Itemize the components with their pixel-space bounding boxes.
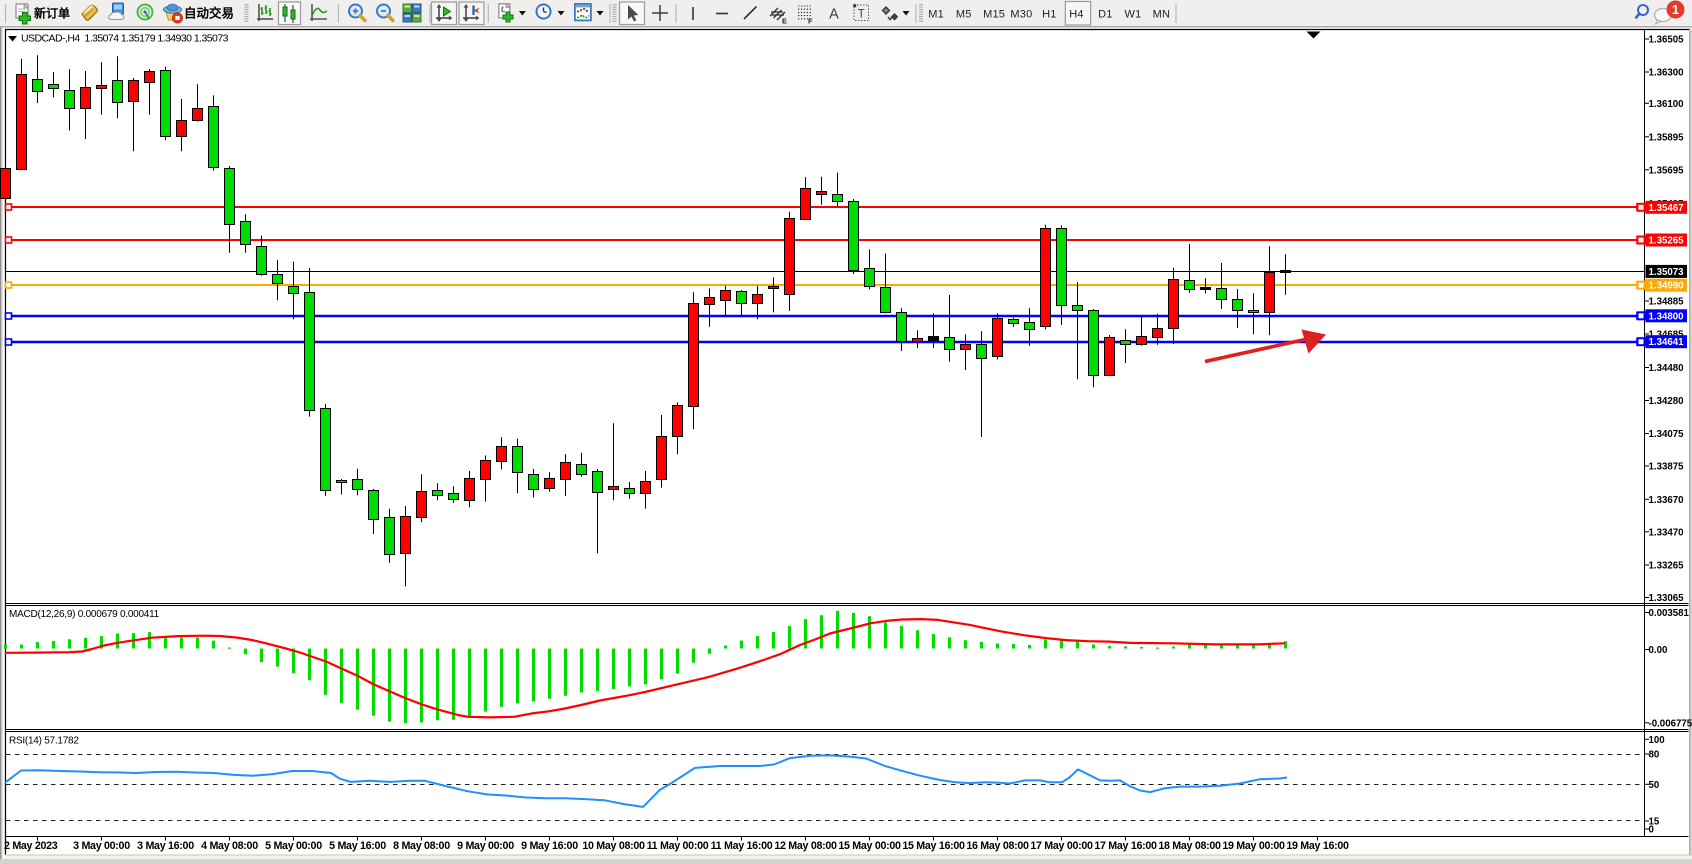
svg-text:2 May 2023: 2 May 2023 — [4, 840, 58, 852]
svg-text:-0.006775: -0.006775 — [1649, 718, 1692, 729]
svg-text:19 May 00:00: 19 May 00:00 — [1222, 840, 1285, 852]
svg-text:1.34641: 1.34641 — [1649, 337, 1685, 348]
svg-text:100: 100 — [1649, 735, 1665, 746]
svg-text:1.36100: 1.36100 — [1649, 99, 1684, 110]
svg-text:M5: M5 — [956, 9, 972, 21]
svg-text:1.33470: 1.33470 — [1649, 527, 1684, 538]
svg-text:1.35265: 1.35265 — [1649, 236, 1685, 247]
svg-text:1.33670: 1.33670 — [1649, 495, 1684, 506]
svg-text:RSI(14) 57.1782: RSI(14) 57.1782 — [9, 736, 79, 747]
svg-text:T: T — [858, 9, 865, 21]
svg-text:1.34990: 1.34990 — [1649, 281, 1684, 292]
svg-text:3 May 00:00: 3 May 00:00 — [73, 840, 130, 852]
svg-text:1.35695: 1.35695 — [1649, 165, 1685, 176]
svg-text:50: 50 — [1649, 780, 1660, 791]
svg-text:10 May 08:00: 10 May 08:00 — [582, 840, 645, 852]
svg-text:M1: M1 — [928, 9, 944, 21]
svg-text:1.35895: 1.35895 — [1649, 132, 1685, 143]
svg-text:1.36300: 1.36300 — [1649, 68, 1684, 79]
svg-text:9 May 00:00: 9 May 00:00 — [457, 840, 514, 852]
svg-text:3 May 16:00: 3 May 16:00 — [137, 840, 194, 852]
svg-text:M15: M15 — [983, 9, 1005, 21]
svg-text:F: F — [808, 17, 813, 26]
svg-text:0: 0 — [1649, 825, 1654, 836]
svg-text:D1: D1 — [1098, 9, 1112, 21]
svg-text:MN: MN — [1153, 9, 1171, 21]
svg-text:1.34480: 1.34480 — [1649, 363, 1684, 374]
svg-text:1.34800: 1.34800 — [1649, 311, 1684, 322]
svg-text:1.33265: 1.33265 — [1649, 561, 1685, 572]
svg-text:1.36505: 1.36505 — [1649, 35, 1685, 46]
svg-text:9 May 16:00: 9 May 16:00 — [521, 840, 578, 852]
svg-text:19 May 16:00: 19 May 16:00 — [1286, 840, 1349, 852]
svg-text:USDCAD-,H4 1.35074 1.35179 1.: USDCAD-,H4 1.35074 1.35179 1.34930 1.350… — [21, 33, 229, 45]
svg-text:1.35073: 1.35073 — [1649, 267, 1685, 278]
svg-text:15 May 16:00: 15 May 16:00 — [902, 840, 965, 852]
svg-text:1.35467: 1.35467 — [1649, 203, 1684, 214]
svg-text:11 May 00:00: 11 May 00:00 — [647, 840, 709, 852]
svg-text:W1: W1 — [1125, 9, 1142, 21]
svg-text:1.33065: 1.33065 — [1649, 593, 1685, 604]
svg-text:12 May 08:00: 12 May 08:00 — [774, 840, 837, 852]
svg-text:5 May 16:00: 5 May 16:00 — [329, 840, 386, 852]
svg-text:18 May 08:00: 18 May 08:00 — [1158, 840, 1221, 852]
svg-text:1.34075: 1.34075 — [1649, 429, 1685, 440]
svg-text:M30: M30 — [1010, 9, 1032, 21]
svg-text:1.34280: 1.34280 — [1649, 396, 1684, 407]
svg-text:5 May 00:00: 5 May 00:00 — [265, 840, 322, 852]
svg-text:H4: H4 — [1069, 9, 1083, 21]
svg-text:4 May 08:00: 4 May 08:00 — [201, 840, 258, 852]
svg-text:16 May 08:00: 16 May 08:00 — [966, 840, 1029, 852]
svg-text:1: 1 — [1672, 2, 1679, 17]
svg-text:15 May 00:00: 15 May 00:00 — [838, 840, 901, 852]
svg-text:自动交易: 自动交易 — [184, 6, 234, 21]
svg-text:H1: H1 — [1042, 9, 1056, 21]
svg-text:17 May 00:00: 17 May 00:00 — [1030, 840, 1093, 852]
svg-text:0.003581: 0.003581 — [1649, 608, 1690, 619]
svg-text:0.00: 0.00 — [1649, 645, 1668, 656]
svg-text:8 May 08:00: 8 May 08:00 — [393, 840, 450, 852]
svg-text:1.33875: 1.33875 — [1649, 462, 1685, 473]
svg-text:17 May 16:00: 17 May 16:00 — [1094, 840, 1157, 852]
svg-text:E: E — [782, 17, 787, 26]
svg-text:11 May 16:00: 11 May 16:00 — [711, 840, 773, 852]
svg-text:新订单: 新订单 — [34, 6, 70, 21]
svg-text:MACD(12,26,9) 0.000679 0.00041: MACD(12,26,9) 0.000679 0.000411 — [9, 609, 160, 620]
svg-text:A: A — [829, 7, 839, 23]
svg-text:1.34885: 1.34885 — [1649, 297, 1685, 308]
svg-text:80: 80 — [1649, 750, 1660, 761]
